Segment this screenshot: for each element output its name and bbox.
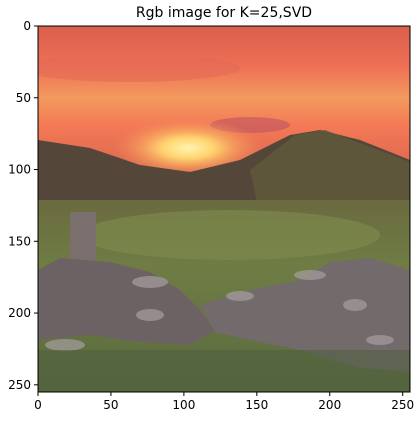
x-tick-label: 0 — [34, 398, 42, 412]
y-tick-label: 150 — [8, 234, 31, 248]
y-tick-label: 0 — [23, 19, 31, 33]
foreground-grass — [38, 350, 410, 392]
stone-wall-left — [38, 258, 215, 345]
axes-frame — [37, 25, 411, 393]
x-axis-ticks: 0 50 100 150 200 250 — [34, 392, 414, 412]
x-tick-label: 150 — [245, 398, 268, 412]
sun-glow — [113, 118, 263, 178]
y-tick-label: 200 — [8, 306, 31, 320]
chart-title: Rgb image for K=25,SVD — [136, 5, 312, 21]
image-area — [38, 26, 410, 392]
y-tick-label: 250 — [8, 378, 31, 392]
grass-highlight — [80, 210, 380, 260]
hill-right-shade — [250, 130, 410, 215]
x-tick-label: 50 — [103, 398, 118, 412]
y-tick-label: 100 — [8, 163, 31, 177]
cloud-band — [38, 54, 240, 82]
x-tick-label: 100 — [172, 398, 195, 412]
rock-highlights — [45, 270, 394, 351]
stone-pillar — [70, 212, 96, 267]
y-tick-label: 50 — [16, 91, 31, 105]
stone-wall-right — [200, 258, 410, 372]
x-tick-label: 200 — [318, 398, 341, 412]
y-axis-ticks: 0 50 100 150 200 250 — [8, 19, 38, 392]
x-tick-label: 250 — [391, 398, 414, 412]
